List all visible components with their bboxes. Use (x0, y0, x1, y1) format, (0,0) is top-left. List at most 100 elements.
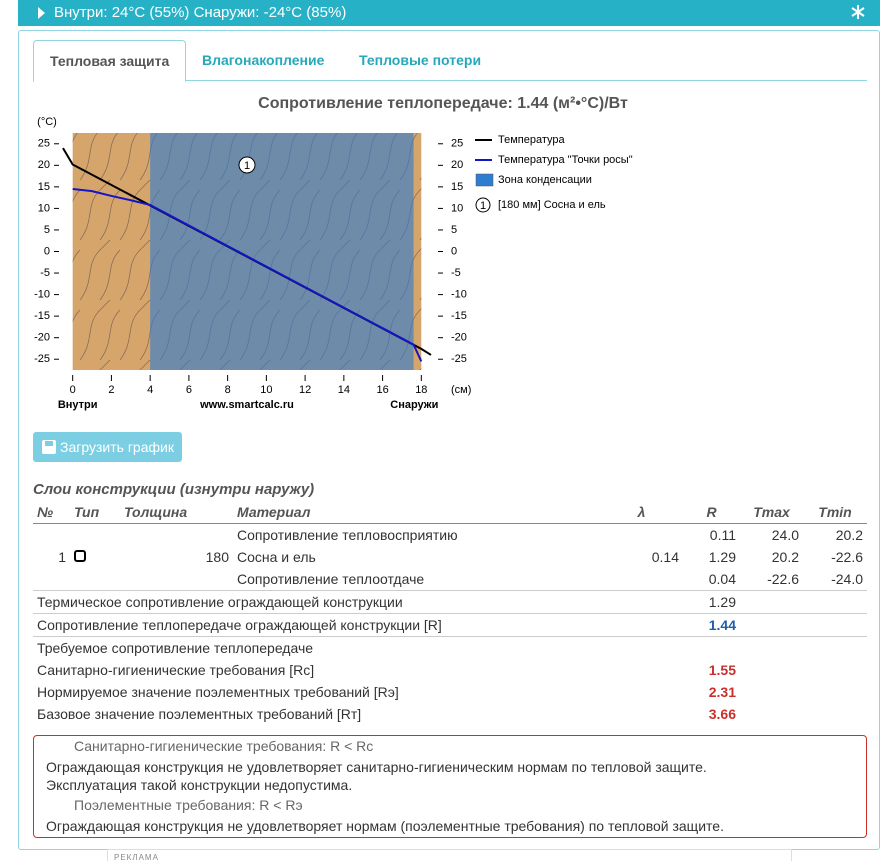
ad-strip: РЕКЛАМА (107, 849, 792, 861)
cell (70, 568, 120, 591)
conditions-text: Внутри: 24°C (55%) Снаружи: -24°C (85%) (54, 4, 347, 21)
y-tick-label: 0 (44, 245, 50, 257)
column-header: № (33, 501, 70, 524)
y2-tick-label: -20 (451, 332, 467, 344)
required-title: Требуемое сопротивление теплопередаче (37, 640, 314, 656)
x-tick-label: 0 (70, 384, 76, 396)
y-tick-label: -15 (34, 310, 50, 322)
y-tick-label: -5 (40, 267, 50, 279)
y2-tick-label: -5 (451, 267, 461, 279)
cell (33, 524, 70, 547)
cell: 24.0 (771, 527, 799, 543)
layer-row: 1 180 Сосна и ель 0.14 1.29 20.2 -22.6 (33, 546, 867, 568)
tab-line (33, 80, 867, 81)
layer-type-icon (74, 550, 86, 562)
y2-tick-label: -15 (451, 310, 467, 322)
cell (70, 524, 120, 547)
cell: -22.6 (740, 568, 803, 591)
alert-line: Эксплуатация такой конструкции недопусти… (46, 777, 353, 793)
y2-tick-label: 0 (451, 245, 457, 257)
x-tick-label: 10 (260, 384, 272, 396)
x-unit: (см) (451, 384, 471, 396)
y2-tick-label: 10 (451, 202, 463, 214)
tab[interactable]: Влагонакопление (202, 52, 325, 68)
button-label: Загрузить график (60, 439, 174, 455)
column-header: Tmax (740, 501, 803, 524)
tab[interactable]: Тепловая защита (33, 40, 187, 82)
cell: Сопротивление теплоотдаче (233, 568, 600, 591)
column-header: R (683, 501, 740, 524)
cell: 1 (58, 549, 66, 565)
legend-swatch (475, 173, 494, 187)
alert-heading: Санитарно-гигиенические требования: R < … (74, 738, 374, 754)
cell: Сосна и ель (237, 549, 316, 565)
column-header: Tmin (803, 501, 867, 524)
cell (740, 590, 867, 614)
layer-row: Сопротивление тепловосприятию 0.11 24.0 20.… (33, 524, 867, 547)
conditions-bar[interactable]: Внутри: 24°C (55%) Снаружи: -24°C (85%) (18, 0, 880, 26)
y2-tick-label: -25 (451, 353, 467, 365)
y-tick-label: 25 (38, 138, 50, 150)
cell: 1.29 (708, 549, 736, 565)
summary-value: 2.31 (708, 684, 736, 700)
header-icons (38, 5, 865, 19)
legend-label: [180 мм] Сосна и ель (498, 199, 606, 211)
summary-label: Нормируемое значение поэлементных требов… (37, 684, 399, 700)
y-unit: (°C) (37, 116, 57, 128)
column-header: λ (600, 501, 683, 524)
x-tick-label: 2 (108, 384, 114, 396)
y-tick-label: -10 (34, 288, 50, 300)
layer-row: Сопротивление теплоотдаче 0.04 -22.6 -24.0 (33, 568, 867, 591)
cell: 20.2 (771, 549, 799, 565)
column-header: Толщина (120, 501, 233, 524)
cell (33, 568, 70, 591)
y-tick-label: 5 (44, 224, 50, 236)
chart: Сопротивление теплопередаче: 1.44 (м²•°C… (34, 95, 633, 411)
layer-marker (238, 156, 256, 174)
x-tick-label: 14 (338, 384, 350, 396)
button-icon (42, 440, 56, 454)
summary-label: Базовое значение поэлементных требований… (37, 706, 362, 722)
cell: 0.14 (651, 549, 679, 565)
y2-tick-label: 25 (451, 138, 463, 150)
summary-value: 3.66 (708, 706, 736, 722)
summary-label: Санитарно-гигиенические требования [Rс] (37, 662, 315, 678)
alert-line: Ограждающая конструкция не удовлетворяет… (46, 818, 724, 834)
x-side-label: Снаружи (390, 399, 438, 411)
condensation-zone (150, 133, 414, 370)
y-tick-label: 10 (38, 202, 50, 214)
cell (70, 546, 120, 568)
download-button[interactable]: Загрузить график (33, 432, 182, 462)
cell: 180 (205, 549, 229, 565)
legend-label: Температура (498, 134, 566, 146)
legend-label: Температура "Точки росы" (498, 154, 633, 166)
summary-value: 1.55 (708, 662, 736, 678)
summary-row: Сопротивление теплопередаче ограждающей … (33, 613, 867, 637)
y2-tick-label: 5 (451, 224, 457, 236)
summary-row: Термическое сопротивление ограждающей ко… (33, 590, 867, 614)
layer-marker-label: 1 (244, 160, 250, 172)
summary-row: Базовое значение поэлементных требований… (33, 703, 867, 725)
cell (740, 703, 867, 725)
x-tick-label: 6 (186, 384, 192, 396)
x-tick-label: 8 (225, 384, 231, 396)
x-site-label: www.smartcalc.ru (199, 399, 294, 411)
y2-tick-label: -10 (451, 288, 467, 300)
summary-row: Нормируемое значение поэлементных требов… (33, 681, 867, 703)
column-header: Материал (233, 501, 600, 524)
alert-heading: Поэлементные требования: R < Rэ (74, 797, 303, 813)
legend-label: Зона конденсации (498, 174, 592, 186)
header-row: № Тип Толщина Материал λ R Tmax Tmin (33, 501, 867, 524)
y-tick-label: 15 (38, 181, 50, 193)
tab[interactable]: Тепловые потери (359, 52, 482, 68)
cell (600, 524, 683, 547)
summary-value: 1.44 (683, 613, 740, 637)
y-tick-label: -25 (34, 353, 50, 365)
summary-label: Сопротивление теплопередаче ограждающей … (33, 613, 683, 637)
y2-tick-label: 15 (451, 181, 463, 193)
legend-marker-label: 1 (480, 200, 486, 212)
alert-box: Санитарно-гигиенические требования: R < … (33, 735, 867, 838)
cell (120, 568, 233, 591)
x-tick-label: 12 (299, 384, 311, 396)
